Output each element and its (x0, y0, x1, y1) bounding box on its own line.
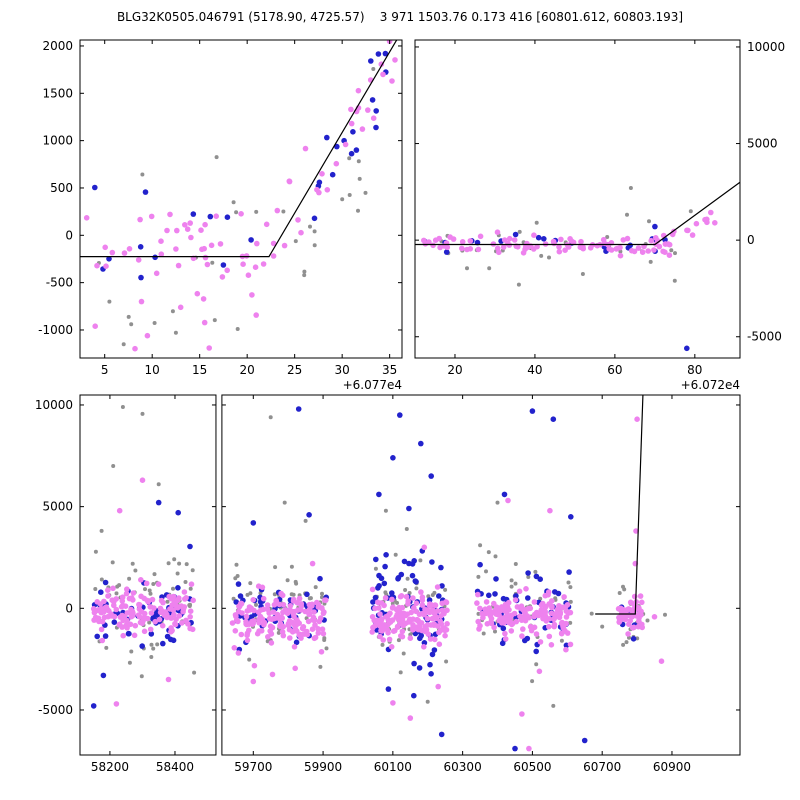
y-tick-label: 0 (65, 601, 73, 615)
scatter-points (80, 40, 398, 352)
model-line (595, 395, 644, 615)
x-tick-label: 59900 (304, 760, 342, 774)
model-line (415, 181, 740, 246)
panel-upper-right-wide: 20 40 60 80 -5000 0 5000 10000 +6.072e4 (414, 39, 785, 392)
x-tick-label: 60700 (583, 760, 621, 774)
panel-upper-left-zoom: 5 10 15 20 25 30 35 -1000 -500 0 500 1000 1500 2000 +6… (38, 39, 403, 392)
figure-title: BLG32K0505.046791 (5178.90, 4725.57) 3 9… (116, 10, 684, 24)
y-tick-label: 10000 (35, 398, 73, 412)
x-tick-label: 80 (687, 363, 702, 377)
y-tick-label: 1500 (42, 86, 73, 100)
axes-frame (414, 39, 741, 359)
x-tick-label: 60100 (374, 760, 412, 774)
x-axis-offset-label: +6.077e4 (343, 378, 402, 392)
x-tick-label: 58200 (91, 760, 129, 774)
x-tick-label: 5 (101, 363, 109, 377)
axes-frame (221, 394, 741, 756)
model-line (80, 40, 398, 258)
x-tick-label: 60300 (444, 760, 482, 774)
panel-bottom-full-lightcurve: 58200 58400 59700 59900 60100 60300 60500 60700… (35, 394, 741, 774)
x-tick-label: 58400 (156, 760, 194, 774)
y-tick-label: -500 (46, 276, 73, 290)
y-tick-label: -5000 (38, 703, 73, 717)
x-tick-label: 60900 (653, 760, 691, 774)
y-tick-label: 5000 (747, 137, 778, 151)
axes-frame (79, 394, 217, 756)
x-tick-label: 40 (527, 363, 542, 377)
y-tick-label: -5000 (747, 330, 782, 344)
x-tick-label: 25 (287, 363, 302, 377)
x-tick-label: 15 (192, 363, 207, 377)
x-tick-label: 10 (145, 363, 160, 377)
scatter-points (90, 395, 667, 752)
axes-frame (79, 39, 403, 359)
scatter-points (415, 181, 740, 352)
x-tick-label: 30 (335, 363, 350, 377)
x-tick-label: 60 (607, 363, 622, 377)
y-tick-label: 500 (50, 181, 73, 195)
y-tick-label: 10000 (747, 40, 785, 54)
x-tick-label: 60500 (513, 760, 551, 774)
x-tick-label: 20 (240, 363, 255, 377)
x-tick-label: 59700 (234, 760, 272, 774)
x-tick-label: 20 (447, 363, 462, 377)
y-tick-label: 0 (747, 233, 755, 247)
y-tick-label: 5000 (42, 500, 73, 514)
y-tick-label: 1000 (42, 134, 73, 148)
x-axis-offset-label: +6.072e4 (681, 378, 740, 392)
y-tick-label: 0 (65, 228, 73, 242)
y-tick-label: 2000 (42, 39, 73, 53)
y-tick-label: -1000 (38, 323, 73, 337)
x-tick-label: 35 (382, 363, 397, 377)
